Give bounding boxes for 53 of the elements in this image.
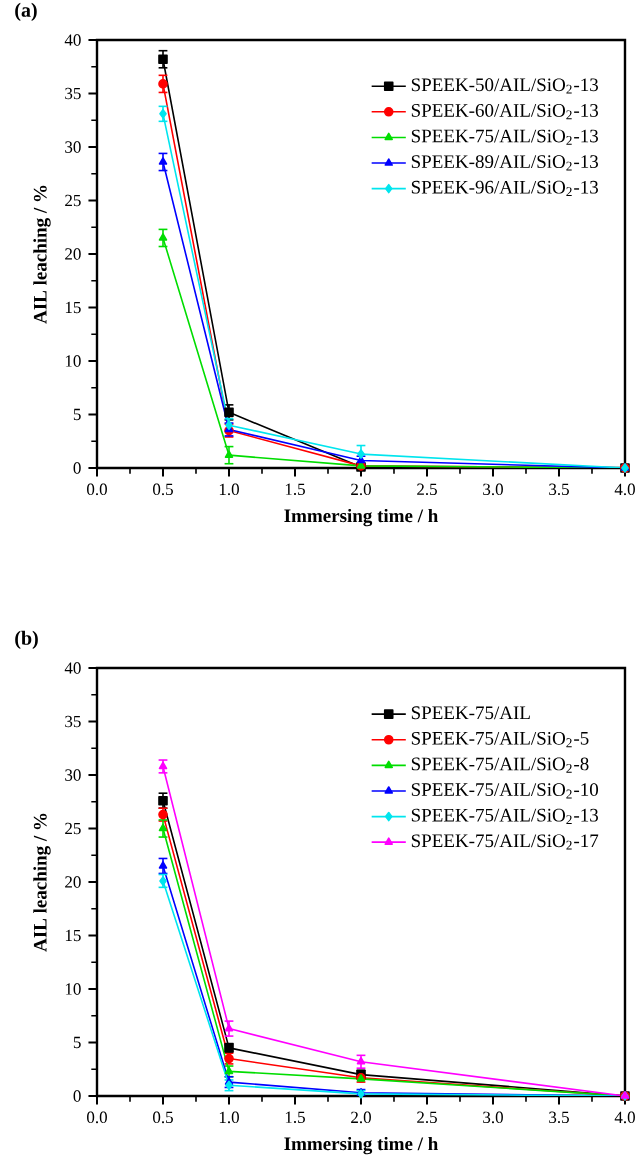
y-tick-label: 25 — [65, 822, 81, 835]
x-tick-label: 0.0 — [87, 483, 107, 496]
x-tick-label: 1.5 — [285, 483, 305, 496]
x-tick-label: 2.5 — [417, 1111, 437, 1124]
x-tick-label: 1.0 — [219, 1111, 239, 1124]
legend-label: SPEEK-96/AIL/SiO$_{2}$-13 — [411, 180, 598, 197]
y-tick-label: 0 — [73, 462, 81, 474]
y-tick-label: 30 — [65, 141, 81, 153]
legend-label: SPEEK-75/AIL/SiO$_{2}$-13 — [411, 129, 598, 145]
y-tick-label: 5 — [73, 1036, 81, 1049]
y-axis-title: AIL leaching / % — [33, 185, 51, 324]
chart-title: (b) — [15, 630, 38, 649]
legend-label: SPEEK-50/AIL/SiO$_{2}$-13 — [411, 78, 598, 94]
x-axis-title: Immersing time / h — [284, 508, 439, 527]
y-tick-label: 30 — [65, 769, 81, 781]
y-tick-label: 0 — [73, 1090, 81, 1102]
x-tick-label: 4.0 — [614, 483, 635, 496]
x-axis-title: Immersing time / h — [284, 1136, 439, 1155]
y-tick-label: 10 — [65, 983, 81, 995]
y-tick-label: 35 — [65, 87, 81, 100]
x-tick-label: 0.5 — [153, 1111, 173, 1124]
x-tick-label: 4.0 — [614, 1111, 635, 1124]
x-tick-label: 2.0 — [351, 1111, 371, 1124]
x-tick-label: 0.5 — [153, 483, 173, 496]
y-tick-label: 35 — [65, 715, 81, 728]
legend-label: SPEEK-89/AIL/SiO$_{2}$-13 — [411, 155, 598, 171]
legend-label: SPEEK-75/AIL — [411, 706, 530, 720]
legend-label: SPEEK-60/AIL/SiO$_{2}$-13 — [411, 104, 598, 120]
y-tick-label: 20 — [65, 876, 81, 888]
y-tick-label: 25 — [65, 194, 81, 207]
legend-label: SPEEK-75/AIL/SiO$_{2}$-10 — [411, 783, 599, 799]
y-tick-label: 15 — [65, 929, 81, 942]
x-tick-label: 0.0 — [87, 1111, 107, 1124]
y-tick-label: 40 — [64, 662, 81, 674]
x-tick-label: 3.5 — [549, 483, 569, 496]
x-tick-label: 2.5 — [417, 483, 437, 496]
y-tick-label: 15 — [65, 301, 81, 314]
y-tick-label: 10 — [65, 355, 81, 367]
x-tick-label: 3.5 — [549, 1111, 569, 1124]
x-tick-label: 1.5 — [285, 1111, 305, 1124]
chart-title: (a) — [15, 2, 37, 21]
x-tick-label: 3.0 — [483, 483, 503, 496]
y-axis-title: AIL leaching / % — [33, 813, 51, 952]
x-tick-label: 3.0 — [483, 1111, 503, 1124]
legend-label: SPEEK-75/AIL/SiO$_{2}$-13 — [411, 808, 598, 824]
legend-label: SPEEK-75/AIL/SiO$_{2}$-17 — [411, 834, 599, 850]
y-tick-label: 40 — [64, 34, 81, 46]
y-tick-label: 20 — [65, 248, 81, 260]
x-tick-label: 2.0 — [351, 483, 371, 496]
x-tick-label: 1.0 — [219, 483, 239, 496]
y-tick-label: 5 — [73, 408, 81, 421]
legend-label: SPEEK-75/AIL/SiO$_{2}$-8 — [411, 757, 589, 773]
legend-label: SPEEK-75/AIL/SiO$_{2}$-5 — [411, 731, 589, 748]
